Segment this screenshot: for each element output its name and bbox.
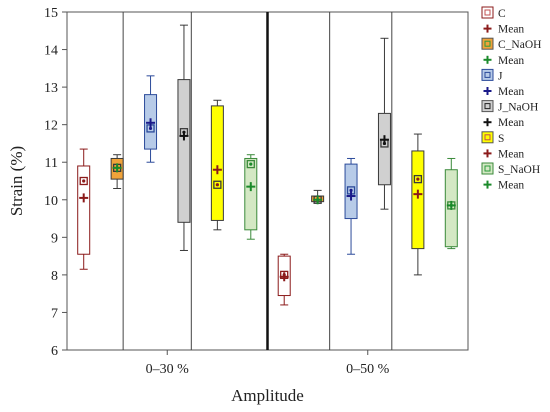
legend-item: Mean bbox=[483, 24, 524, 36]
legend-label: J bbox=[498, 70, 503, 82]
legend-label: S_NaOH bbox=[498, 164, 540, 176]
box-body bbox=[177, 79, 191, 223]
legend-item: Mean bbox=[483, 55, 524, 67]
y-axis-label: Strain (%) bbox=[7, 146, 26, 216]
box-c-1 bbox=[77, 148, 91, 270]
box-body bbox=[411, 150, 425, 250]
legend-label: C bbox=[498, 8, 506, 20]
legend-swatch bbox=[481, 100, 494, 113]
median-marker bbox=[79, 176, 88, 186]
legend-swatch bbox=[481, 37, 494, 50]
box-j-1 bbox=[144, 75, 158, 163]
median-dot bbox=[249, 162, 253, 166]
y-axis-ticks: 6 7 8 9 10 11 12 13 14 15 bbox=[44, 6, 67, 359]
legend-swatch-inner bbox=[484, 165, 491, 172]
median-dot bbox=[215, 183, 219, 187]
legend-item: C_NaOH bbox=[481, 37, 541, 51]
legend-label: S bbox=[498, 133, 504, 145]
box-body bbox=[210, 105, 224, 221]
median-dot bbox=[148, 126, 153, 131]
x-axis-ticks: 0–30 % 0–50 % bbox=[146, 350, 390, 377]
legend-item: C bbox=[481, 6, 506, 20]
y-tick-label: 7 bbox=[51, 306, 58, 321]
box-j-naoh-1 bbox=[177, 24, 191, 251]
legend-swatch bbox=[481, 131, 494, 144]
median-dot bbox=[82, 179, 86, 183]
box-j-2 bbox=[344, 157, 358, 255]
x-tick-label: 0–30 % bbox=[146, 362, 190, 377]
legend-label: C_NaOH bbox=[498, 39, 541, 51]
legend-item: J bbox=[481, 68, 503, 82]
y-tick-label: 12 bbox=[44, 119, 58, 134]
legend-swatch-inner bbox=[484, 9, 491, 16]
legend-label: Mean bbox=[498, 55, 524, 67]
y-tick-label: 11 bbox=[45, 156, 58, 171]
legend-swatch-inner bbox=[484, 103, 491, 110]
legend: C Mean C_NaOH Mean J Mean J_NaOH Mean S Mean S_NaO… bbox=[481, 6, 541, 192]
box-s-2 bbox=[411, 133, 425, 276]
median-marker bbox=[246, 159, 255, 169]
box-s-naoh-1 bbox=[244, 154, 258, 240]
median-dot bbox=[349, 188, 353, 192]
x-axis-label: Amplitude bbox=[231, 386, 304, 405]
box-body bbox=[244, 157, 258, 231]
legend-label: Mean bbox=[498, 180, 524, 192]
box-body bbox=[77, 165, 91, 255]
y-tick-label: 14 bbox=[44, 44, 58, 59]
median-marker bbox=[213, 180, 222, 189]
box-s-1 bbox=[210, 99, 224, 231]
median-dot bbox=[416, 177, 420, 181]
y-tick-label: 15 bbox=[44, 6, 58, 21]
box-series bbox=[77, 24, 458, 306]
x-tick-label: 0–50 % bbox=[346, 362, 390, 377]
legend-item: Mean bbox=[483, 180, 524, 192]
box-c-2 bbox=[277, 253, 291, 306]
y-tick-label: 10 bbox=[44, 194, 58, 209]
legend-item: S_NaOH bbox=[481, 162, 540, 176]
box-c-naoh-2 bbox=[311, 189, 325, 205]
box-s-naoh-2 bbox=[444, 157, 458, 250]
legend-item: Mean bbox=[483, 117, 524, 129]
legend-label: Mean bbox=[498, 148, 524, 160]
legend-item: J_NaOH bbox=[481, 100, 538, 114]
legend-swatch-inner bbox=[484, 71, 491, 78]
y-tick-label: 6 bbox=[51, 344, 58, 359]
legend-label: Mean bbox=[498, 117, 524, 129]
y-tick-label: 9 bbox=[51, 231, 58, 246]
legend-label: Mean bbox=[498, 24, 524, 36]
y-tick-label: 8 bbox=[51, 269, 58, 284]
box-body bbox=[377, 112, 391, 186]
legend-swatch-inner bbox=[484, 40, 491, 47]
legend-label: J_NaOH bbox=[498, 102, 538, 114]
legend-item: Mean bbox=[483, 148, 524, 160]
y-tick-label: 13 bbox=[44, 81, 58, 96]
group-separators bbox=[122, 12, 393, 350]
legend-swatch bbox=[481, 162, 494, 175]
legend-label: Mean bbox=[498, 86, 524, 98]
box-c-naoh-1 bbox=[110, 154, 124, 190]
legend-item: Mean bbox=[483, 86, 524, 98]
legend-swatch-inner bbox=[484, 134, 491, 141]
legend-swatch bbox=[481, 68, 494, 81]
median-marker bbox=[413, 174, 423, 184]
legend-item: S bbox=[481, 131, 504, 145]
legend-swatch bbox=[481, 6, 494, 19]
box-j-naoh-2 bbox=[377, 37, 391, 210]
